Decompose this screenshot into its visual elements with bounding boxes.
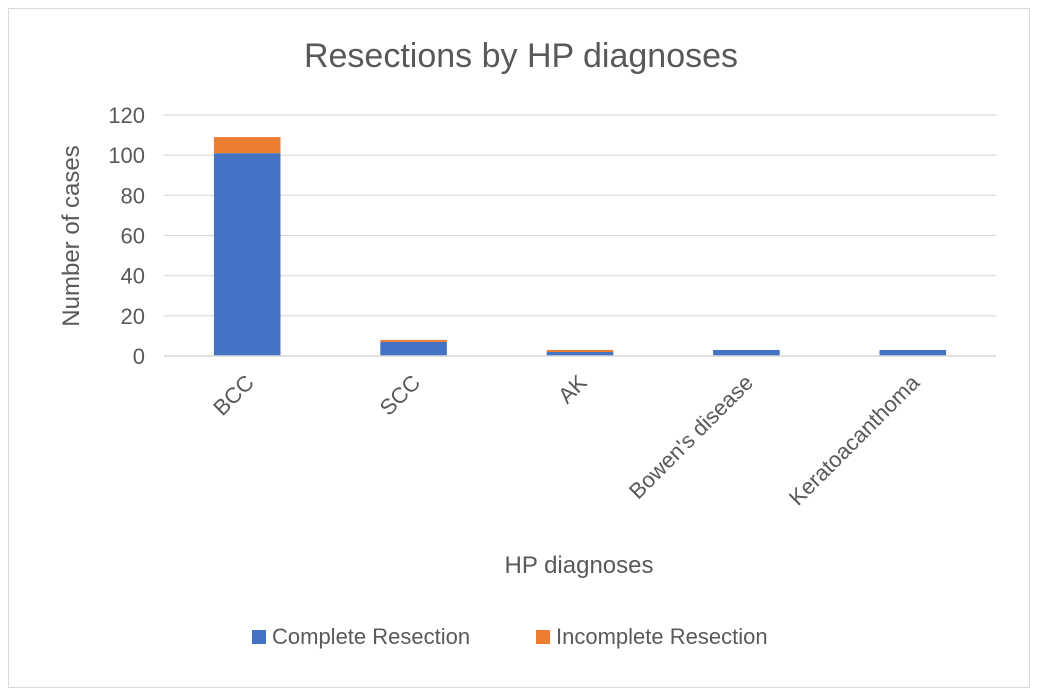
x-tick-label: Bowen's disease [624, 370, 758, 504]
bar-complete-1 [380, 341, 447, 356]
legend-label-incomplete: Incomplete Resection [556, 624, 768, 649]
bar-complete-0 [213, 153, 281, 356]
bar-incomplete-0 [213, 137, 281, 154]
x-tick-label: Keratoacanthoma [784, 369, 925, 510]
y-tick-label: 60 [121, 224, 145, 249]
bar-incomplete-1 [380, 339, 447, 342]
legend-swatch-incomplete [536, 630, 550, 644]
chart-frame: Resections by HP diagnoses 0 20 40 60 80 100 1… [8, 8, 1030, 688]
bar-complete-3 [713, 349, 780, 356]
x-tick-label: BCC [208, 370, 259, 421]
y-tick-label: 100 [108, 143, 145, 168]
y-axis-ticks: 0 20 40 60 80 100 120 [108, 103, 145, 369]
y-tick-label: 0 [133, 344, 145, 369]
x-axis-ticks: BCC SCC AK Bowen's disease Keratoacanthoma [208, 369, 925, 510]
y-tick-label: 20 [121, 304, 145, 329]
y-tick-label: 40 [121, 264, 145, 289]
bars [213, 137, 947, 356]
legend-label-complete: Complete Resection [272, 624, 470, 649]
x-tick-label: AK [553, 370, 592, 409]
legend-swatch-complete [252, 630, 266, 644]
legend: Complete Resection Incomplete Resection [252, 624, 768, 649]
chart-svg: Resections by HP diagnoses 0 20 40 60 80 100 1… [58, 37, 996, 649]
x-axis-label: HP diagnoses [505, 552, 654, 579]
y-tick-label: 80 [121, 183, 145, 208]
bar-incomplete-2 [546, 349, 614, 352]
x-tick-label: SCC [375, 370, 426, 421]
gridlines [164, 114, 996, 317]
bar-complete-2 [546, 351, 614, 356]
bar-complete-4 [879, 349, 947, 356]
chart-title: Resections by HP diagnoses [304, 37, 738, 75]
y-axis-label: Number of cases [58, 145, 85, 326]
y-tick-label: 120 [108, 103, 145, 128]
